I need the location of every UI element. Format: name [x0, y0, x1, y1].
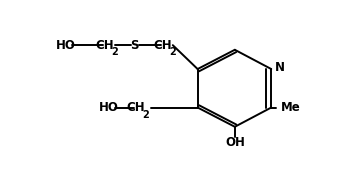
Text: OH: OH [225, 136, 245, 149]
Text: S: S [130, 39, 138, 52]
Text: 2: 2 [169, 47, 176, 57]
Text: HO: HO [56, 39, 76, 52]
Text: CH: CH [95, 39, 114, 52]
Text: N: N [275, 61, 284, 74]
Text: CH: CH [153, 39, 172, 52]
Text: 2: 2 [111, 47, 118, 57]
Text: 2: 2 [142, 110, 149, 120]
Text: HO: HO [99, 101, 118, 114]
Text: Me: Me [281, 101, 301, 114]
Text: CH: CH [126, 101, 145, 114]
